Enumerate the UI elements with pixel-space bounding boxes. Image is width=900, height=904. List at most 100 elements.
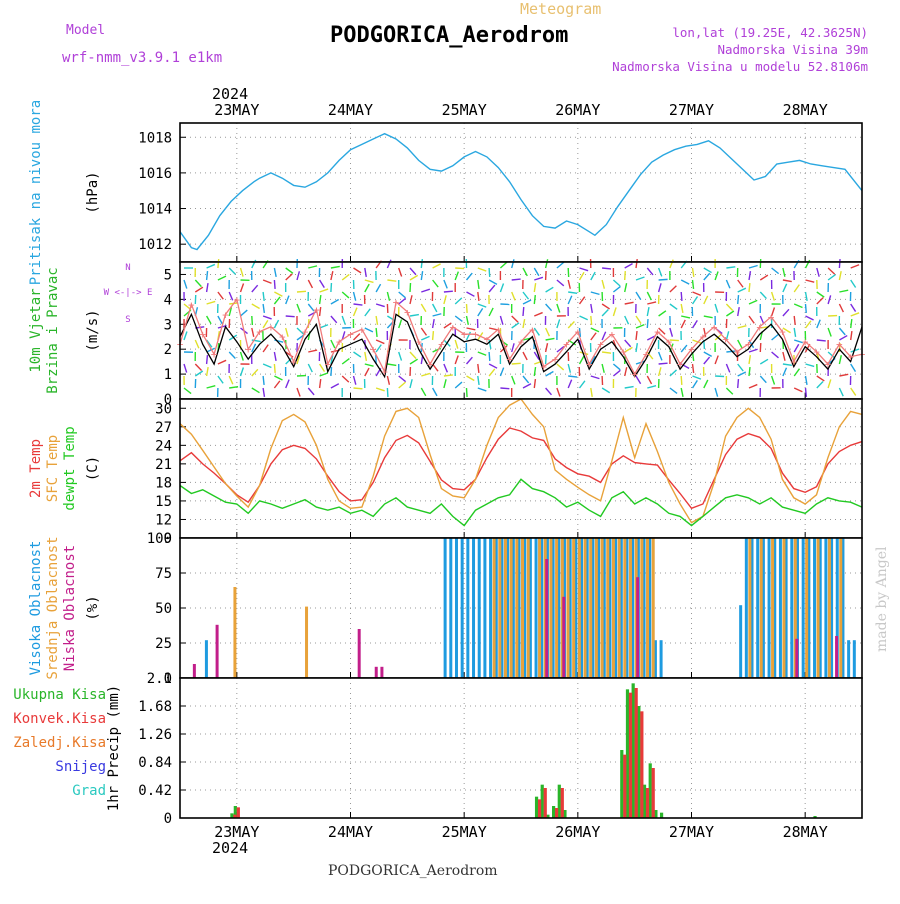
wind-arrow	[749, 283, 750, 292]
bar	[824, 538, 827, 678]
precip-legend-item: Ukupna Kisa	[13, 687, 106, 703]
gust-marker: +	[268, 321, 275, 334]
wind-arrow	[512, 279, 521, 280]
y-tick-label: 5	[164, 267, 172, 283]
gust-marker: +	[813, 346, 820, 359]
gust-marker: +	[665, 336, 672, 349]
bar	[606, 538, 609, 678]
y-tick-label: 2	[164, 342, 172, 358]
model-label: Model	[66, 23, 105, 38]
x-tick-label-bottom: 24MAY	[328, 823, 373, 841]
y-tick-label: 15	[155, 494, 172, 510]
bar	[205, 640, 208, 678]
bar	[578, 538, 581, 678]
bar	[449, 538, 452, 678]
gust-marker: +	[188, 298, 195, 311]
bar	[358, 629, 361, 678]
bar	[483, 538, 486, 678]
bar	[455, 538, 458, 678]
y-axis-label: (hPa)	[85, 171, 101, 213]
gust-marker: +	[347, 328, 354, 341]
model-altitude: Nadmorska Visina u modelu 52.8106m	[612, 59, 868, 74]
wind-arrow	[274, 364, 275, 373]
gust-marker: +	[449, 321, 456, 334]
wind-arrow	[794, 316, 795, 325]
gust-marker: +	[359, 323, 366, 336]
bar	[779, 538, 782, 678]
gust-marker: +	[563, 338, 570, 351]
bar	[237, 807, 240, 818]
gust-marker: +	[495, 323, 502, 336]
bar	[545, 559, 548, 678]
gust-marker: +	[529, 323, 536, 336]
station-coords: lon,lat (19.25E, 42.3625N)	[672, 25, 868, 40]
bar	[760, 538, 763, 678]
wind-arrow	[455, 268, 464, 269]
wind-arrow	[738, 379, 739, 388]
bar	[504, 538, 507, 678]
bar	[739, 605, 742, 678]
model-name: wrf-nmm_v3.9.1 e1km	[62, 50, 222, 66]
wind-arrow	[297, 291, 306, 292]
gust-marker: +	[313, 303, 320, 316]
precip-legend-item: Konvek.Kisa	[13, 711, 106, 727]
y-tick-label: 1016	[138, 166, 172, 182]
gust-marker: +	[222, 308, 229, 321]
bar	[510, 538, 513, 678]
compass-south: S	[125, 315, 130, 325]
gust-marker: +	[381, 366, 388, 379]
y-tick-label: 12	[155, 512, 172, 528]
wind-arrow	[207, 271, 208, 280]
bar	[561, 788, 564, 818]
bar	[538, 538, 541, 678]
gust-marker: +	[302, 326, 309, 339]
y-axis-label: Srednja Oblacnost	[45, 536, 61, 679]
gust-marker: +	[722, 333, 729, 346]
wind-arrow	[625, 271, 626, 280]
bar	[375, 667, 378, 678]
gust-marker: +	[256, 326, 263, 339]
bar	[853, 640, 856, 678]
wind-arrow	[286, 316, 295, 317]
bar	[636, 577, 639, 678]
bar	[493, 538, 496, 678]
x-tick-label-bottom: 26MAY	[555, 823, 600, 841]
bar	[612, 538, 615, 678]
wind-arrow	[331, 283, 332, 292]
product-title: Meteogram	[520, 0, 601, 18]
bar	[595, 538, 598, 678]
bar	[193, 664, 196, 678]
wind-arrow	[467, 304, 468, 313]
gust-marker: +	[825, 358, 832, 371]
gust-marker: +	[552, 353, 559, 366]
wind-arrow	[410, 283, 411, 292]
y-axis-label: Pritisak na nivou mora	[28, 100, 44, 285]
gust-marker: +	[415, 336, 422, 349]
y-tick-label: 30	[155, 401, 172, 417]
x-tick-label-bottom: 25MAY	[442, 823, 487, 841]
wind-arrow	[207, 355, 208, 364]
year-bottom: 2024	[212, 839, 248, 857]
wind-arrow	[500, 388, 509, 389]
y-axis-label: 1hr Precip (mm)	[106, 685, 122, 811]
bar	[562, 597, 565, 678]
y-tick-label: 75	[155, 566, 172, 582]
compass-label: W <-|-> E	[104, 288, 153, 298]
wind-arrow	[218, 259, 219, 268]
gust-marker: +	[575, 326, 582, 339]
bar	[839, 538, 842, 678]
gust-marker: +	[779, 326, 786, 339]
bar	[566, 538, 569, 678]
bar	[768, 538, 771, 678]
x-tick-label-top: 26MAY	[555, 101, 600, 119]
gust-marker: +	[245, 343, 252, 356]
bar	[623, 755, 626, 818]
bar	[652, 768, 655, 818]
bar	[466, 538, 469, 678]
bar	[629, 693, 632, 818]
wind-arrow	[444, 291, 453, 292]
bar	[527, 538, 530, 678]
wind-arrow	[354, 388, 363, 389]
bar	[640, 711, 643, 818]
wind-arrow	[263, 376, 264, 385]
